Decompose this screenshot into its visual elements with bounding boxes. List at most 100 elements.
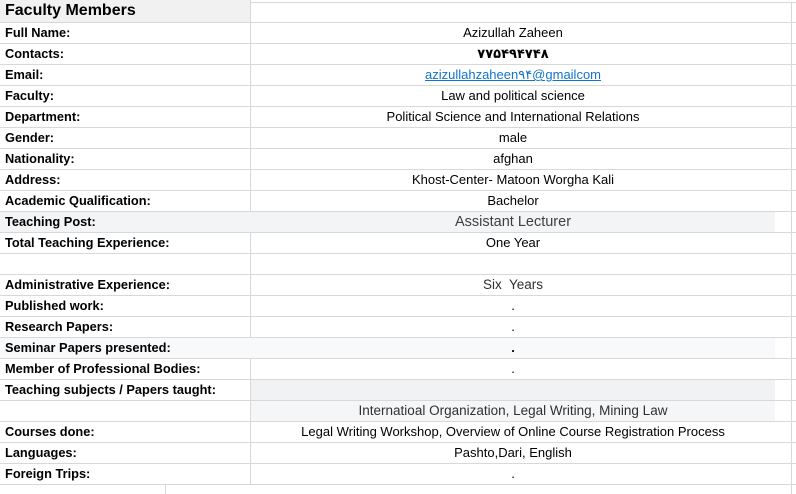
row-value: Pashto,Dari, English [454, 445, 572, 460]
row-label: Seminar Papers presented: [0, 338, 251, 358]
table-right-border [791, 2, 792, 494]
row-value: Assistant Lecturer [251, 212, 775, 232]
row-label: Full Name: [0, 23, 251, 43]
table-row-academic-qualification: Academic Qualification: Bachelor [0, 191, 796, 212]
row-trailing-space [775, 44, 796, 64]
row-trailing-space [775, 254, 796, 274]
row-trailing-space [775, 401, 796, 421]
row-value [251, 254, 775, 274]
row-label: Teaching Post: [0, 212, 251, 232]
table-row-nationality: Nationality: afghan [0, 149, 796, 170]
row-trailing-space [775, 338, 796, 358]
partial-row-right-cell [166, 485, 796, 494]
row-value: . [511, 319, 515, 334]
row-trailing-space [775, 212, 796, 232]
row-label: Foreign Trips: [0, 464, 251, 484]
row-trailing-space [775, 23, 796, 43]
table-row-foreign-trips: Foreign Trips:. [0, 464, 796, 485]
row-value: ۷۷۵۴۹۴۷۴۸ [477, 46, 549, 61]
table-row-teaching-post: Teaching Post: Assistant Lecturer [0, 212, 796, 233]
table-row-email: Email: azizullahzaheen۹۴@gmailcom [0, 65, 796, 86]
row-trailing-space [775, 65, 796, 85]
row-value: One Year [485, 235, 541, 250]
table-row-full-name: Full Name: Azizullah Zaheen [0, 23, 796, 44]
row-value: male [498, 130, 528, 145]
row-label: Administrative Experience: [0, 275, 251, 295]
table-row-blank-12 [0, 254, 796, 275]
row-value: azizullahzaheen۹۴@gmailcom [251, 65, 775, 85]
table-row-total-teaching-experience: Total Teaching Experience: One Year [0, 233, 796, 254]
row-value: . [511, 298, 515, 313]
row-label: Published work: [0, 296, 251, 316]
row-trailing-space [775, 317, 796, 337]
row-value: Political Science and International Rela… [386, 109, 640, 124]
row-value: . [511, 466, 515, 481]
row-trailing-space [775, 422, 796, 442]
table-row-member-of-professional-bodies: Member of Professional Bodies:. [0, 359, 796, 380]
table-row-teaching-subjects-papers-taught: Teaching subjects / Papers taught: [0, 380, 796, 401]
row-label: Languages: [0, 443, 251, 463]
row-trailing-space [775, 128, 796, 148]
row-value: Legal Writing Workshop, Overview of Onli… [301, 424, 725, 439]
table-row-published-work: Published work:. [0, 296, 796, 317]
row-value: . [511, 361, 515, 376]
row-label [0, 254, 251, 274]
row-label: Gender: [0, 128, 251, 148]
row-label: Email: [0, 65, 251, 85]
row-label: Teaching subjects / Papers taught: [0, 380, 251, 400]
partial-row-left-cell [0, 485, 166, 494]
table-row-research-papers: Research Papers:. [0, 317, 796, 338]
row-value: Law and political science [441, 88, 585, 103]
table-row-faculty-members: Faculty Members [0, 0, 796, 23]
table-row-seminar-papers-presented: Seminar Papers presented:. [0, 338, 796, 359]
partial-row [0, 485, 796, 494]
table-row-gender: Gender: male [0, 128, 796, 149]
table-row-contacts: Contacts: ۷۷۵۴۹۴۷۴۸ [0, 44, 796, 65]
row-trailing-space [775, 0, 796, 22]
row-value: afghan [493, 151, 533, 166]
table-row-faculty: Faculty: Law and political science [0, 86, 796, 107]
table-row-blank-19: Internatioal Organization, Legal Writing… [0, 401, 796, 422]
row-label: Faculty: [0, 86, 251, 106]
row-value: Internatioal Organization, Legal Writing… [251, 401, 775, 421]
row-trailing-space [775, 296, 796, 316]
row-trailing-space [775, 464, 796, 484]
row-label: Member of Professional Bodies: [0, 359, 251, 379]
row-value: Six Years [482, 277, 544, 292]
row-trailing-space [775, 107, 796, 127]
row-trailing-space [775, 443, 796, 463]
row-value [251, 0, 775, 22]
row-value [251, 380, 775, 400]
row-trailing-space [775, 359, 796, 379]
row-trailing-space [775, 149, 796, 169]
row-label: Nationality: [0, 149, 251, 169]
row-value: Khost-Center- Matoon Worgha Kali [411, 172, 615, 187]
sheet-title: Faculty Members [0, 0, 251, 22]
row-trailing-space [775, 233, 796, 253]
row-trailing-space [775, 170, 796, 190]
row-value: Azizullah Zaheen [463, 25, 563, 40]
row-value: . [251, 338, 775, 358]
row-label: Research Papers: [0, 317, 251, 337]
table-row-address: Address: Khost-Center- Matoon Worgha Kali [0, 170, 796, 191]
row-trailing-space [775, 191, 796, 211]
table-row-courses-done: Courses done: Legal Writing Workshop, Ove… [0, 422, 796, 443]
row-label [0, 401, 251, 421]
table-row-languages: Languages: Pashto,Dari, English [0, 443, 796, 464]
row-trailing-space [775, 275, 796, 295]
row-label: Address: [0, 170, 251, 190]
row-label: Courses done: [0, 422, 251, 442]
row-label: Department: [0, 107, 251, 127]
row-value: Bachelor [487, 193, 539, 208]
row-label: Total Teaching Experience: [0, 233, 251, 253]
table-row-department: Department: Political Science and Interna… [0, 107, 796, 128]
email-link[interactable]: azizullahzaheen۹۴@gmailcom [424, 67, 602, 82]
table-top-border [251, 2, 796, 3]
row-trailing-space [775, 86, 796, 106]
row-label: Contacts: [0, 44, 251, 64]
row-trailing-space [775, 380, 796, 400]
table-row-administrative-experience: Administrative Experience: Six Years [0, 275, 796, 296]
row-label: Academic Qualification: [0, 191, 251, 211]
